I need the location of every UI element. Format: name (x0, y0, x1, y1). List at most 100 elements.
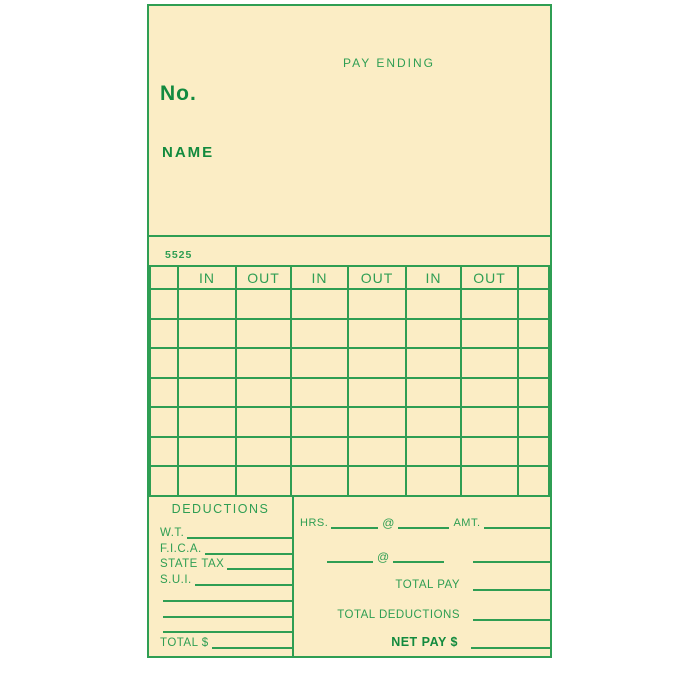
time-grid-body (149, 288, 550, 497)
total-deductions-label: TOTAL DEDUCTIONS (337, 609, 460, 621)
deductions-title: DEDUCTIONS (171, 502, 270, 516)
deduction-label: TOTAL $ (160, 636, 209, 649)
time-cell (347, 317, 407, 350)
amt-label: AMT. (453, 517, 481, 529)
time-cell (177, 317, 237, 350)
out-column-header: OUT (347, 265, 407, 290)
out-column-header: OUT (235, 265, 292, 290)
time-cell (460, 288, 519, 320)
time-cell (290, 465, 349, 497)
time-cell (149, 347, 179, 379)
deduction-label: W.T. (160, 527, 185, 539)
pay-summary-box: HRS. @ AMT. @ TOTAL PAY (294, 497, 550, 656)
time-cell (290, 347, 349, 379)
deduction-row-blank (149, 619, 292, 634)
time-cell (405, 435, 462, 468)
time-cell (460, 435, 519, 468)
deduction-write-line (187, 537, 292, 539)
deduction-row-wt: W.T. (149, 525, 292, 539)
time-cell (235, 288, 292, 320)
time-cell (517, 347, 550, 379)
time-grid: IN OUT IN OUT IN OUT (149, 265, 550, 497)
time-cell (405, 376, 462, 409)
time-cell (517, 288, 550, 320)
time-cell (235, 376, 292, 409)
deduction-label: F.I.C.A. (160, 542, 202, 555)
time-cell (347, 435, 407, 468)
out-column-header: OUT (460, 265, 519, 290)
hours-rate-row: HRS. @ AMT. (294, 507, 550, 529)
time-card: PAY ENDING No. NAME 5525 IN OUT IN OUT I… (147, 4, 552, 658)
deduction-write-line (163, 615, 292, 618)
time-cell (347, 347, 407, 379)
time-cell (235, 347, 292, 379)
employee-name-label: NAME (162, 144, 215, 161)
total-pay-row: TOTAL PAY (294, 569, 550, 591)
time-cell (149, 435, 179, 468)
time-cell (460, 347, 519, 379)
form-number-strip: 5525 (149, 237, 550, 265)
net-pay-row: NET PAY $ (294, 627, 550, 649)
time-grid-row (149, 347, 550, 379)
deduction-row-blank (149, 588, 292, 602)
at-symbol: @ (382, 516, 395, 530)
time-cell (517, 317, 550, 350)
time-cell (405, 288, 462, 320)
time-cell (460, 376, 519, 409)
amount-write-line (473, 561, 550, 563)
time-cell (235, 465, 292, 497)
time-cell (290, 288, 349, 320)
deduction-write-line (227, 568, 292, 571)
time-cell (405, 406, 462, 438)
time-cell (149, 288, 179, 320)
pay-ending-label: PAY ENDING (343, 56, 436, 70)
total-deductions-row: TOTAL DEDUCTIONS (294, 599, 550, 621)
time-cell (149, 465, 179, 497)
deduction-row-sui: S.U.I. (149, 572, 292, 587)
hours-write-line (331, 527, 379, 529)
card-footer-section: DEDUCTIONS W.T. F.I.C.A. STATE TAX (149, 497, 550, 656)
time-cell (290, 317, 349, 350)
time-cell (347, 288, 407, 320)
time-cell (405, 347, 462, 379)
total-column-header (517, 265, 550, 290)
deduction-write-line (211, 646, 292, 649)
deduction-write-line (194, 584, 292, 587)
time-cell (177, 406, 237, 438)
net-pay-write-line (471, 647, 550, 649)
time-grid-row (149, 465, 550, 497)
hrs-label: HRS. (300, 517, 329, 529)
deduction-label: S.U.I. (160, 574, 192, 587)
overtime-rate-row: @ (327, 541, 550, 563)
time-cell (460, 317, 519, 350)
time-cell (290, 406, 349, 438)
time-cell (405, 465, 462, 497)
time-cell (177, 288, 237, 320)
time-grid-row (149, 376, 550, 409)
time-cell (235, 317, 292, 350)
card-header-section: PAY ENDING No. NAME (149, 6, 550, 237)
time-cell (517, 465, 550, 497)
time-cell (235, 435, 292, 468)
net-pay-label: NET PAY $ (391, 635, 458, 649)
time-cell (405, 317, 462, 350)
in-column-header: IN (405, 265, 462, 290)
time-cell (290, 376, 349, 409)
time-cell (517, 435, 550, 468)
hours-write-line (327, 561, 373, 563)
time-cell (177, 347, 237, 379)
form-number: 5525 (165, 249, 193, 261)
time-grid-row (149, 288, 550, 320)
amount-write-line (483, 527, 550, 529)
time-cell (460, 406, 519, 438)
total-pay-write-line (473, 589, 550, 591)
in-column-header: IN (290, 265, 349, 290)
time-grid-header-row: IN OUT IN OUT IN OUT (149, 265, 550, 290)
deduction-row-fica: F.I.C.A. (149, 541, 292, 555)
deduction-write-line (204, 552, 292, 555)
time-cell (149, 406, 179, 438)
time-cell (347, 376, 407, 409)
time-grid-row (149, 406, 550, 438)
deduction-write-line (163, 631, 292, 634)
